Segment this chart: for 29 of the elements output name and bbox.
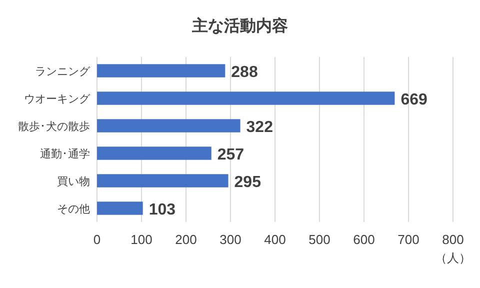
x-tick-label: 600	[353, 232, 375, 247]
y-tick-label: ランニング	[35, 66, 91, 78]
y-tick-label: 買い物	[57, 176, 90, 188]
x-tick-label: 200	[175, 232, 197, 247]
bar	[97, 92, 395, 105]
bar	[97, 202, 143, 215]
x-tick-label: 500	[308, 232, 330, 247]
bar	[97, 174, 228, 188]
data-label: 288	[231, 64, 258, 81]
bar	[97, 64, 226, 78]
data-label: 669	[400, 91, 428, 108]
data-label: 295	[234, 174, 262, 191]
data-label: 322	[246, 118, 274, 136]
bar	[97, 119, 240, 132]
y-tick-label: ウオーキング	[24, 93, 91, 106]
bar	[97, 146, 212, 160]
x-tick-label: 700	[398, 232, 420, 247]
x-tick-label: 300	[220, 232, 242, 247]
x-tick-label: 100	[130, 232, 152, 247]
y-tick-label: 散歩･犬の散歩	[18, 120, 90, 133]
data-label: 257	[217, 146, 244, 164]
y-tick-label: 通勤･通学	[40, 147, 90, 160]
x-tick-label: 800	[442, 232, 464, 247]
x-axis-title: （人）	[435, 251, 471, 265]
x-tick-label: 400	[264, 232, 286, 247]
x-tick-label: 0	[93, 232, 101, 247]
chart-title: 主な活動内容	[191, 16, 288, 35]
data-label: 103	[148, 201, 176, 218]
y-tick-label: その他	[57, 203, 90, 216]
